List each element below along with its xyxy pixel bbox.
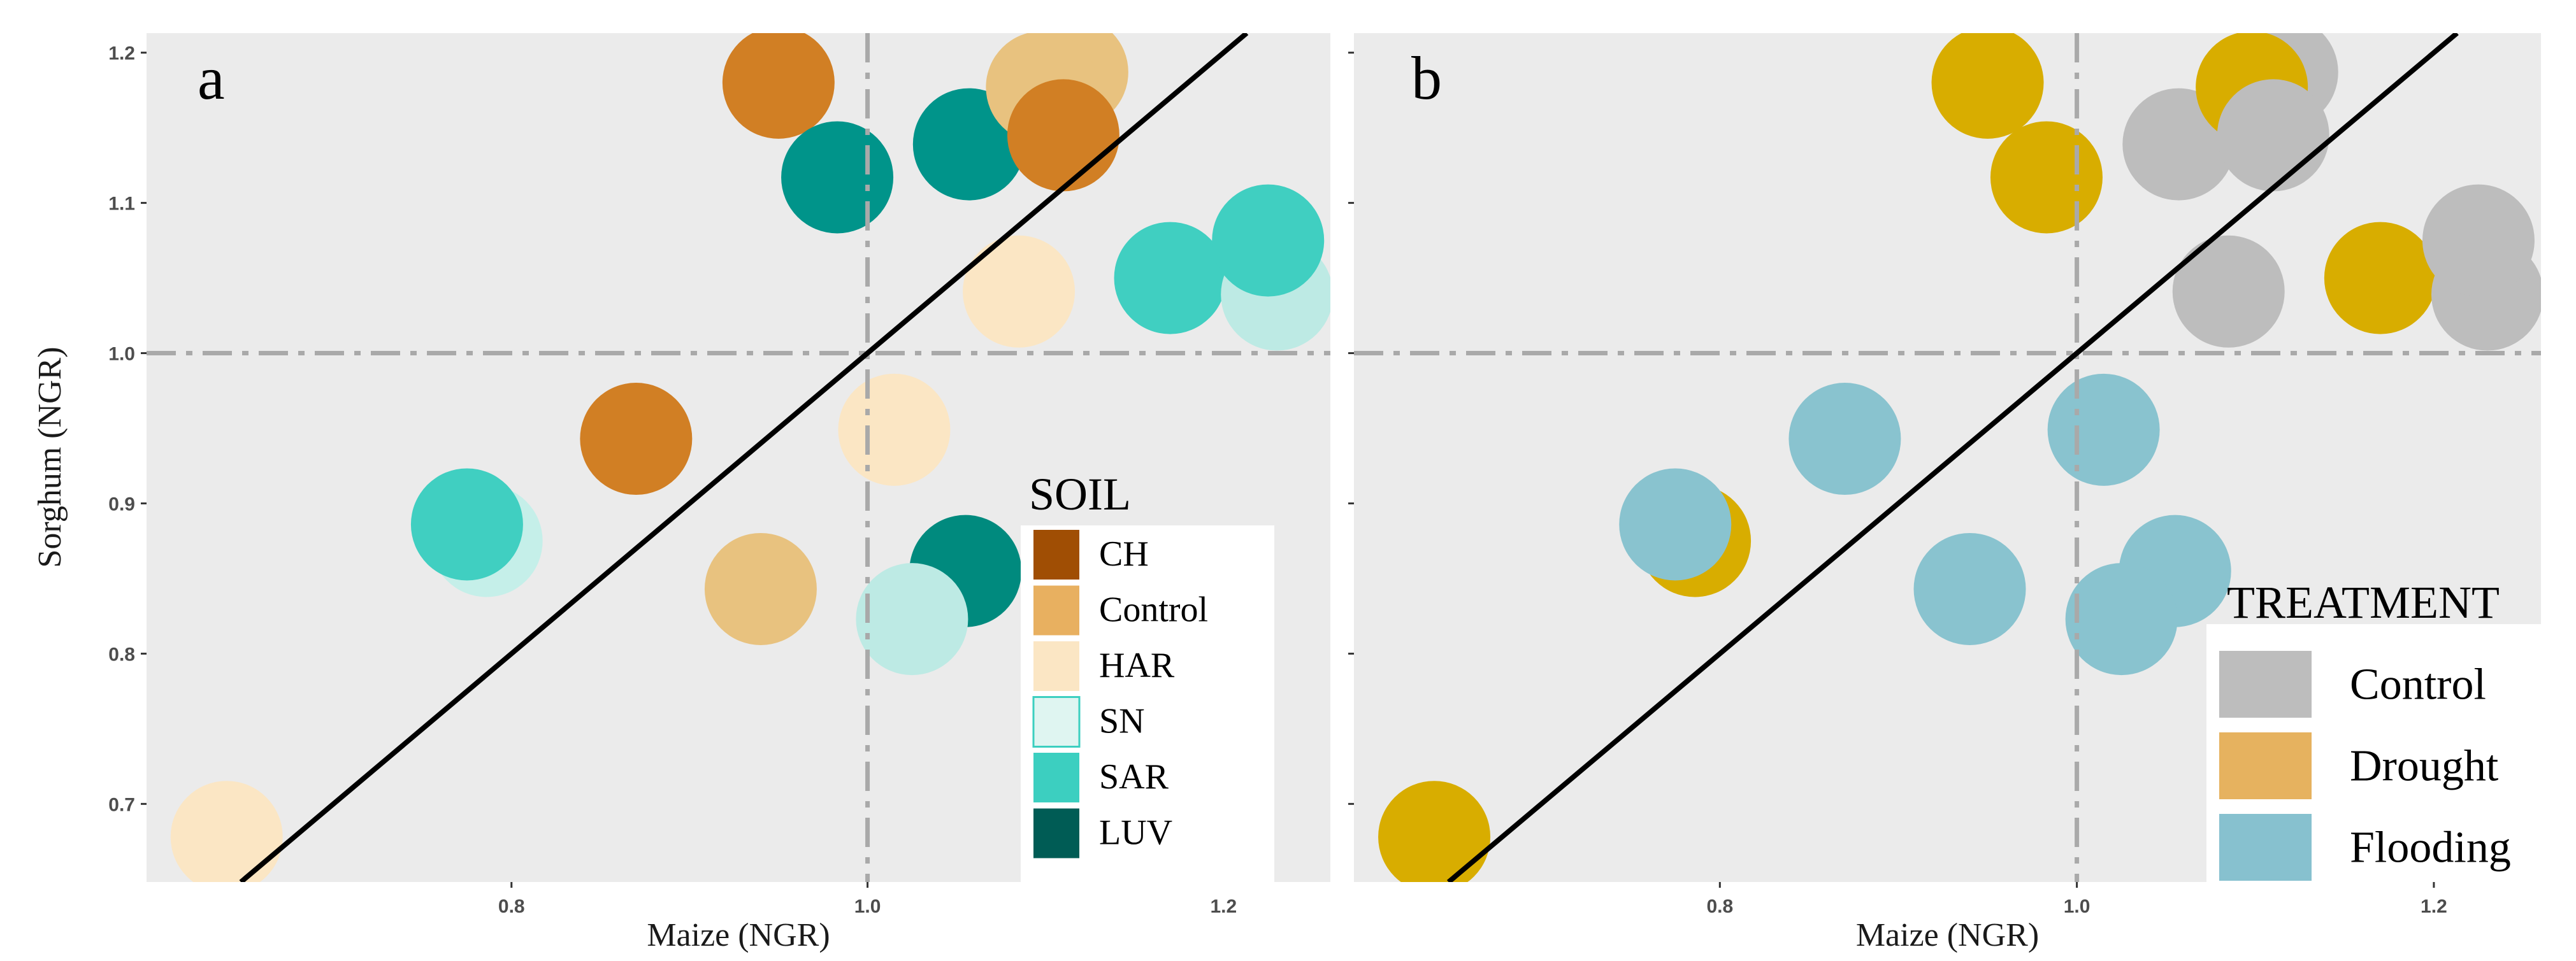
legend-key-sar [1033, 753, 1079, 802]
legend-key-control [1033, 585, 1079, 636]
legend-label-ch: CH [1099, 534, 1149, 574]
legend-key-drought [2219, 732, 2312, 799]
legend-label-sar: SAR [1099, 757, 1169, 797]
legend-key-flooding [2219, 814, 2312, 881]
y-tick-label: 0.9 [108, 494, 135, 515]
legend-key-har [1033, 641, 1079, 691]
x-axis-title: Maize (NGR) [1856, 917, 2039, 953]
data-point [410, 468, 523, 581]
points-layer [170, 33, 1330, 882]
y-tick-label: 1.1 [108, 194, 135, 215]
data-point [1788, 383, 1901, 495]
legend: TREATMENT Control Drought Flooding [2206, 577, 2541, 882]
data-point [704, 532, 817, 645]
data-point [2217, 79, 2329, 192]
legend-label-luv: LUV [1099, 813, 1172, 853]
y-tick-label: 1.0 [108, 344, 135, 365]
data-point [722, 33, 835, 139]
data-point [170, 781, 283, 882]
data-point [1913, 532, 2026, 645]
data-point [2422, 184, 2535, 297]
data-point [1990, 121, 2103, 234]
data-point [838, 373, 951, 486]
data-point [1114, 222, 1227, 334]
legend-label-drought: Drought [2350, 742, 2499, 791]
x-tick-label: 1.2 [1211, 896, 1237, 917]
data-point [2047, 373, 2160, 486]
x-tick-label: 1.0 [854, 896, 881, 917]
x-tick-label: 0.8 [498, 896, 525, 917]
x-axis-title: Maize (NGR) [647, 917, 830, 953]
data-point [1212, 184, 1325, 297]
legend-key-control [2219, 651, 2312, 718]
points-layer [1378, 33, 2541, 882]
legend-label-control: Control [1099, 590, 1208, 630]
x-tick-label: 0.8 [1706, 896, 1733, 917]
panel-letter: b [1411, 44, 1442, 112]
y-tick-label: 0.7 [108, 794, 135, 815]
diagonal-reference-line [239, 33, 1249, 882]
data-point [1007, 79, 1119, 192]
y-tick-label: 0.8 [108, 644, 135, 665]
x-tick-label: 1.0 [2064, 896, 2090, 917]
data-point [580, 383, 693, 495]
legend-label-flooding: Flooding [2350, 823, 2511, 872]
data-point [2065, 563, 2178, 676]
panel-a: 0.8 1.0 1.2 0.7 0.8 0.9 1.0 1.1 1.2 a Maize (NGR) S… [32, 33, 1330, 953]
data-point [1378, 781, 1491, 882]
data-point [1931, 33, 2044, 139]
legend-key-sn [1032, 696, 1081, 748]
legend-key-ch [1033, 530, 1079, 580]
data-point [2172, 235, 2285, 348]
legend-label-har: HAR [1099, 646, 1175, 685]
panel-b: 0.8 1.0 1.2 b Maize (NGR) TREATMENT Control Dro… [1348, 33, 2541, 953]
legend: SOIL CH Control HAR SN SAR LUV [1021, 469, 1274, 888]
y-axis-title: Sorghum (NGR) [32, 346, 68, 567]
data-point [963, 235, 1076, 348]
legend-title: TREATMENT [2227, 577, 2500, 628]
x-tick-label: 1.2 [2421, 896, 2447, 917]
legend-title: SOIL [1029, 469, 1131, 520]
diagonal-reference-line [1446, 33, 2459, 882]
data-point [781, 121, 894, 234]
data-point [1619, 468, 1732, 581]
data-point [2324, 222, 2436, 334]
legend-label-sn: SN [1099, 702, 1145, 741]
data-point [856, 563, 968, 676]
legend-key-luv [1033, 808, 1079, 858]
legend-label-control: Control [2350, 660, 2486, 709]
y-tick-label: 1.2 [108, 43, 135, 64]
panel-letter: a [198, 44, 225, 112]
